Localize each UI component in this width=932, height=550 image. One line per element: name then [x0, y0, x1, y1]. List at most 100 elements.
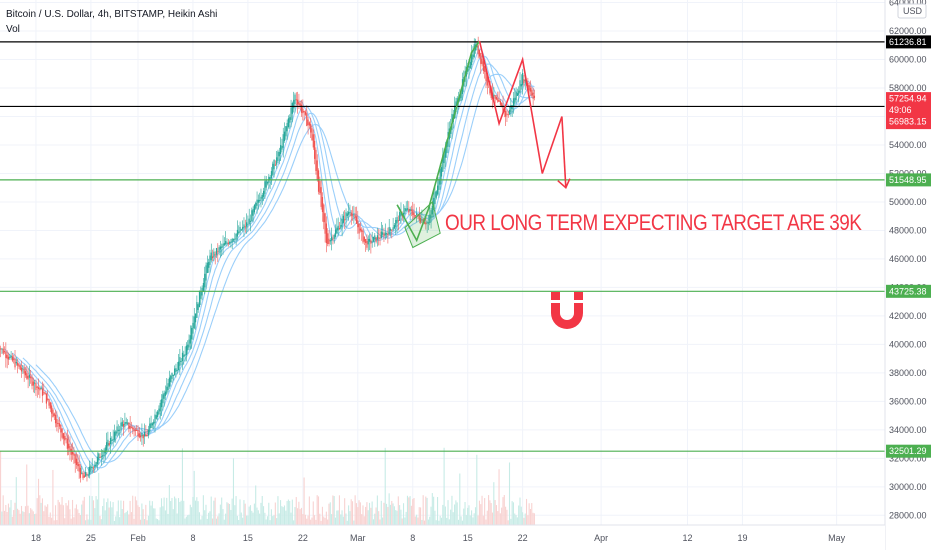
- candle-body: [427, 222, 430, 224]
- volume-bar: [113, 520, 115, 525]
- volume-bar: [277, 496, 279, 525]
- volume-bar: [427, 519, 429, 525]
- volume-bar: [259, 513, 261, 525]
- symbol-title[interactable]: Bitcoin / U.S. Dollar, 4h, BITSTAMP, Hei…: [6, 9, 218, 20]
- volume-bar: [193, 470, 195, 525]
- candle-body: [329, 240, 331, 242]
- candle-body: [281, 146, 283, 150]
- candle-body: [468, 65, 470, 71]
- candle-body: [247, 224, 249, 226]
- level-price-tag: [886, 35, 931, 49]
- volume-bar: [243, 500, 245, 525]
- volume-bar: [480, 504, 482, 525]
- candle-body: [69, 446, 71, 452]
- volume-bar: [345, 513, 347, 525]
- volume-bar: [520, 506, 522, 525]
- candle-body: [264, 181, 266, 194]
- volume-label[interactable]: Vol: [6, 24, 20, 35]
- candle-body: [22, 368, 24, 370]
- candle-body: [276, 157, 278, 165]
- candle-body: [506, 113, 508, 115]
- volume-bar: [299, 509, 301, 525]
- candle-body: [338, 228, 341, 230]
- candle-body: [106, 442, 108, 451]
- candle-body: [300, 104, 303, 113]
- volume-bar: [149, 500, 151, 525]
- volume-bar: [482, 515, 484, 525]
- candle-body: [100, 456, 102, 458]
- volume-bar: [477, 515, 479, 525]
- volume-bar: [95, 496, 97, 525]
- candle-body: [14, 359, 16, 368]
- candle-body: [143, 431, 146, 437]
- volume-bar: [488, 495, 490, 525]
- candle-body: [425, 222, 427, 225]
- candle-body: [48, 399, 50, 406]
- price-tick-label: 32000.00: [889, 453, 927, 463]
- green-path-drawing: [396, 40, 481, 243]
- price-tick-label: 34000.00: [889, 425, 927, 435]
- volume-bar: [23, 512, 25, 525]
- volume-bar: [327, 519, 329, 525]
- candle-body: [421, 219, 423, 221]
- volume-bar: [137, 505, 139, 525]
- volume-bar: [307, 515, 309, 525]
- volume-bar: [332, 495, 334, 525]
- candle-body: [265, 179, 267, 188]
- candle-body: [225, 241, 227, 245]
- price-tick-label: 28000.00: [889, 510, 927, 520]
- volume-bar: [92, 500, 95, 525]
- volume-bar: [425, 496, 427, 525]
- volume-bar: [99, 515, 101, 525]
- candle-body: [311, 128, 313, 141]
- volume-bar: [456, 502, 458, 525]
- candle-body: [304, 111, 307, 115]
- volume-bar: [98, 472, 100, 525]
- candle-body: [83, 475, 85, 478]
- volume-bar: [104, 510, 106, 525]
- volume-bar: [465, 515, 467, 525]
- candle-body: [119, 429, 121, 431]
- candle-body: [533, 95, 536, 98]
- level-price-tag: [886, 444, 931, 458]
- volume-bar: [348, 505, 350, 525]
- candle-body: [333, 234, 335, 239]
- candle-body: [146, 435, 148, 437]
- current-price-tag: [886, 92, 931, 130]
- candle-body: [437, 185, 439, 195]
- candle-body: [41, 388, 44, 396]
- volume-bar: [512, 502, 514, 525]
- time-tick-label: 19: [737, 533, 747, 543]
- volume-bar: [41, 498, 43, 525]
- candle-body: [132, 427, 134, 430]
- volume-bar: [444, 506, 446, 525]
- candle-body: [399, 212, 401, 221]
- candle-body: [60, 424, 62, 433]
- volume-bar: [6, 511, 8, 525]
- volume-bar: [387, 506, 389, 525]
- candle-body: [302, 108, 304, 114]
- candle-body: [0, 348, 2, 350]
- candle-body: [234, 238, 236, 240]
- volume-bar: [522, 512, 524, 525]
- volume-bar: [467, 507, 469, 525]
- volume-bar: [200, 519, 202, 525]
- candle-body: [388, 226, 390, 235]
- volume-bar: [378, 511, 380, 525]
- volume-bar: [155, 518, 157, 525]
- candle-body: [391, 229, 393, 231]
- candle-body: [193, 316, 195, 329]
- volume-bar: [418, 507, 420, 525]
- candle-body: [17, 362, 19, 366]
- candle-body: [36, 386, 38, 388]
- volume-bar: [528, 503, 530, 525]
- volume-bar: [405, 511, 407, 525]
- volume-bar: [111, 507, 113, 525]
- volume-bar: [260, 502, 262, 525]
- candle-body: [351, 214, 354, 216]
- candle-body: [167, 383, 169, 391]
- volume-bar: [61, 497, 63, 525]
- volume-bar: [382, 517, 384, 525]
- volume-bar: [438, 520, 440, 525]
